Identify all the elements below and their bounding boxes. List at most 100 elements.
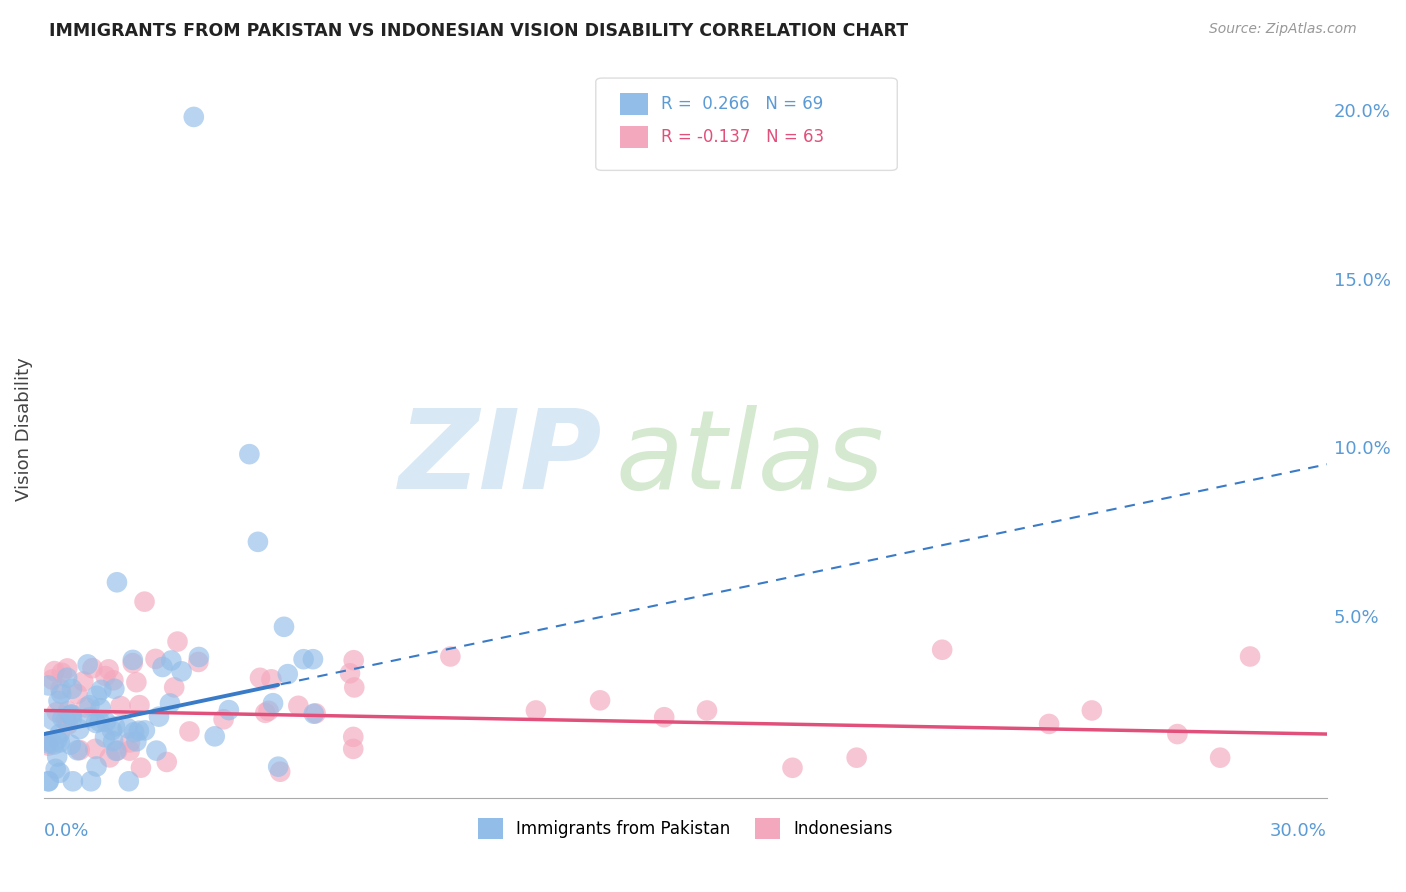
- Point: [62, 774, 84, 789]
- Point: [782, 761, 804, 775]
- Point: [59, 709, 82, 723]
- Point: [72, 674, 94, 689]
- Point: [145, 743, 167, 757]
- Point: [125, 734, 148, 748]
- Point: [80, 774, 103, 789]
- Point: [86, 689, 108, 703]
- Point: [94, 731, 117, 745]
- Text: R =  0.266   N = 69: R = 0.266 N = 69: [661, 95, 824, 113]
- Point: [273, 620, 295, 634]
- Point: [342, 742, 364, 756]
- Point: [1081, 703, 1104, 717]
- Point: [45, 705, 67, 719]
- Point: [257, 704, 280, 718]
- Point: [105, 743, 128, 757]
- Point: [49, 681, 72, 696]
- Point: [41, 713, 63, 727]
- Point: [212, 712, 235, 726]
- Point: [179, 724, 201, 739]
- Point: [37, 774, 59, 789]
- Point: [343, 681, 366, 695]
- Point: [84, 716, 107, 731]
- Point: [187, 655, 209, 669]
- Point: [37, 678, 59, 692]
- Point: [118, 744, 141, 758]
- Point: [652, 710, 675, 724]
- Point: [97, 662, 120, 676]
- Point: [931, 642, 953, 657]
- Point: [1166, 727, 1188, 741]
- FancyBboxPatch shape: [620, 126, 648, 148]
- Point: [51, 687, 73, 701]
- Point: [218, 703, 240, 717]
- Point: [254, 706, 277, 720]
- Point: [105, 744, 128, 758]
- Text: 0.0%: 0.0%: [44, 822, 90, 839]
- Point: [66, 743, 89, 757]
- Point: [121, 656, 143, 670]
- Legend: Immigrants from Pakistan, Indonesians: Immigrants from Pakistan, Indonesians: [471, 812, 900, 846]
- Point: [67, 722, 90, 736]
- Point: [302, 652, 325, 666]
- Point: [128, 698, 150, 713]
- Point: [110, 698, 132, 713]
- Point: [90, 701, 112, 715]
- Point: [56, 661, 79, 675]
- Point: [51, 711, 73, 725]
- Point: [60, 707, 83, 722]
- Point: [101, 723, 124, 738]
- Point: [1209, 750, 1232, 764]
- Point: [118, 735, 141, 749]
- Point: [90, 682, 112, 697]
- Point: [84, 742, 107, 756]
- Point: [117, 721, 139, 735]
- Point: [152, 660, 174, 674]
- Point: [103, 681, 125, 696]
- Point: [75, 700, 97, 714]
- Text: IMMIGRANTS FROM PAKISTAN VS INDONESIAN VISION DISABILITY CORRELATION CHART: IMMIGRANTS FROM PAKISTAN VS INDONESIAN V…: [49, 22, 908, 40]
- Point: [156, 755, 179, 769]
- Point: [845, 750, 868, 764]
- Point: [342, 730, 364, 744]
- Point: [262, 696, 284, 710]
- Point: [59, 707, 82, 722]
- Point: [1038, 717, 1060, 731]
- Point: [163, 681, 186, 695]
- Point: [56, 704, 79, 718]
- Point: [103, 734, 125, 748]
- Text: Source: ZipAtlas.com: Source: ZipAtlas.com: [1209, 22, 1357, 37]
- Text: ZIP: ZIP: [399, 405, 602, 512]
- Text: 30.0%: 30.0%: [1270, 822, 1327, 839]
- Point: [439, 649, 461, 664]
- Point: [55, 714, 77, 728]
- Point: [51, 665, 73, 680]
- FancyBboxPatch shape: [596, 78, 897, 170]
- Point: [76, 657, 98, 672]
- Point: [94, 714, 117, 729]
- Point: [160, 653, 183, 667]
- Point: [287, 698, 309, 713]
- Point: [249, 671, 271, 685]
- Point: [48, 727, 70, 741]
- Point: [56, 671, 79, 685]
- Point: [524, 703, 547, 717]
- Point: [118, 774, 141, 789]
- Point: [105, 575, 128, 590]
- Point: [37, 737, 59, 751]
- Point: [37, 735, 59, 749]
- Point: [82, 661, 104, 675]
- Point: [339, 666, 361, 681]
- Point: [89, 714, 111, 729]
- Point: [41, 673, 63, 687]
- Point: [589, 693, 612, 707]
- Point: [170, 665, 193, 679]
- Point: [60, 681, 83, 696]
- Point: [125, 675, 148, 690]
- Point: [79, 698, 101, 713]
- Point: [98, 750, 121, 764]
- Point: [42, 738, 65, 752]
- Point: [44, 664, 66, 678]
- Point: [246, 534, 269, 549]
- Point: [69, 743, 91, 757]
- Point: [104, 719, 127, 733]
